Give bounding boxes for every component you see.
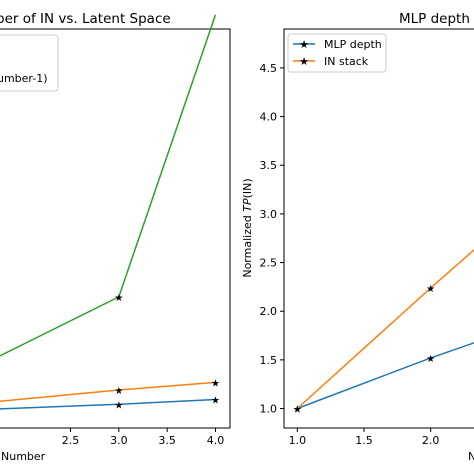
left-chart: ber of IN vs. Latent Space 2.5 3.0 3.5 4.0 … (0, 11, 231, 463)
right-y-ticks: 1.0 1.5 2.0 2.5 3.0 3.5 4.0 4.5 (260, 62, 284, 416)
legend-label-mlp-depth: MLP depth (324, 38, 382, 51)
right-plot-frame (283, 28, 474, 429)
data-point-marker: ★ (211, 378, 220, 389)
left-chart-title: ber of IN vs. Latent Space (0, 11, 171, 27)
data-point-marker: ★ (426, 354, 435, 365)
left-series-group: ★ ★ ★ ★ ★ (0, 14, 220, 411)
data-point-marker: ★ (211, 396, 220, 407)
y-tick-label: 1.5 (260, 354, 278, 367)
right-y-axis-label: Normalized TP(IN) (241, 178, 254, 277)
left-plot-frame (0, 28, 231, 429)
legend-label-in-stack: IN stack (324, 55, 369, 68)
x-tick-label: 3.5 (158, 434, 176, 447)
series-line-0-2 (0, 14, 217, 357)
x-tick-label: 2.5 (62, 434, 80, 447)
x-tick-label: 1.5 (355, 434, 373, 447)
y-tick-label: 3.0 (260, 208, 278, 221)
series-line-1-1 (296, 248, 474, 410)
left-legend: umber-1) (0, 34, 59, 92)
y-tick-label: 3.5 (260, 159, 278, 172)
y-tick-label: 1.0 (260, 403, 278, 416)
legend-marker-in-stack: ★ (299, 55, 309, 68)
legend-marker-mlp-depth: ★ (299, 38, 309, 51)
left-x-axis-label: Number (1, 450, 46, 463)
data-point-marker: ★ (426, 284, 435, 295)
data-point-marker: ★ (293, 405, 302, 416)
y-tick-label: 2.5 (260, 257, 278, 270)
right-x-axis-label: N (468, 450, 474, 463)
y-tick-label: 4.0 (260, 111, 278, 124)
x-tick-label: 2.0 (422, 434, 440, 447)
series-line-0-1 (0, 381, 216, 402)
left-x-ticks: 2.5 3.0 3.5 4.0 (62, 428, 225, 447)
right-chart-title: MLP depth (399, 11, 470, 27)
right-chart: MLP depth 1.01.52.02.53.03.54.04.5 1.0 1.… (241, 11, 474, 463)
right-x-ticks: 1.0 1.5 2.0 (289, 428, 440, 447)
x-tick-label: 3.0 (110, 434, 128, 447)
data-point-marker: ★ (114, 386, 123, 397)
right-legend: ★ MLP depth ★ IN stack (287, 33, 387, 73)
series-line-1-0 (297, 342, 474, 410)
x-tick-label: 4.0 (207, 434, 225, 447)
right-series-group: ★★★★ (293, 248, 474, 416)
y-tick-label: 2.0 (260, 305, 278, 318)
series-line-0-0 (0, 398, 216, 410)
left-legend-entry: umber-1) (0, 72, 48, 85)
y-tick-label: 4.5 (260, 62, 278, 75)
data-point-marker: ★ (293, 405, 302, 416)
x-tick-label: 1.0 (289, 434, 307, 447)
left-legend-box (0, 34, 59, 92)
data-point-marker: ★ (114, 293, 123, 304)
data-point-marker: ★ (114, 400, 123, 411)
